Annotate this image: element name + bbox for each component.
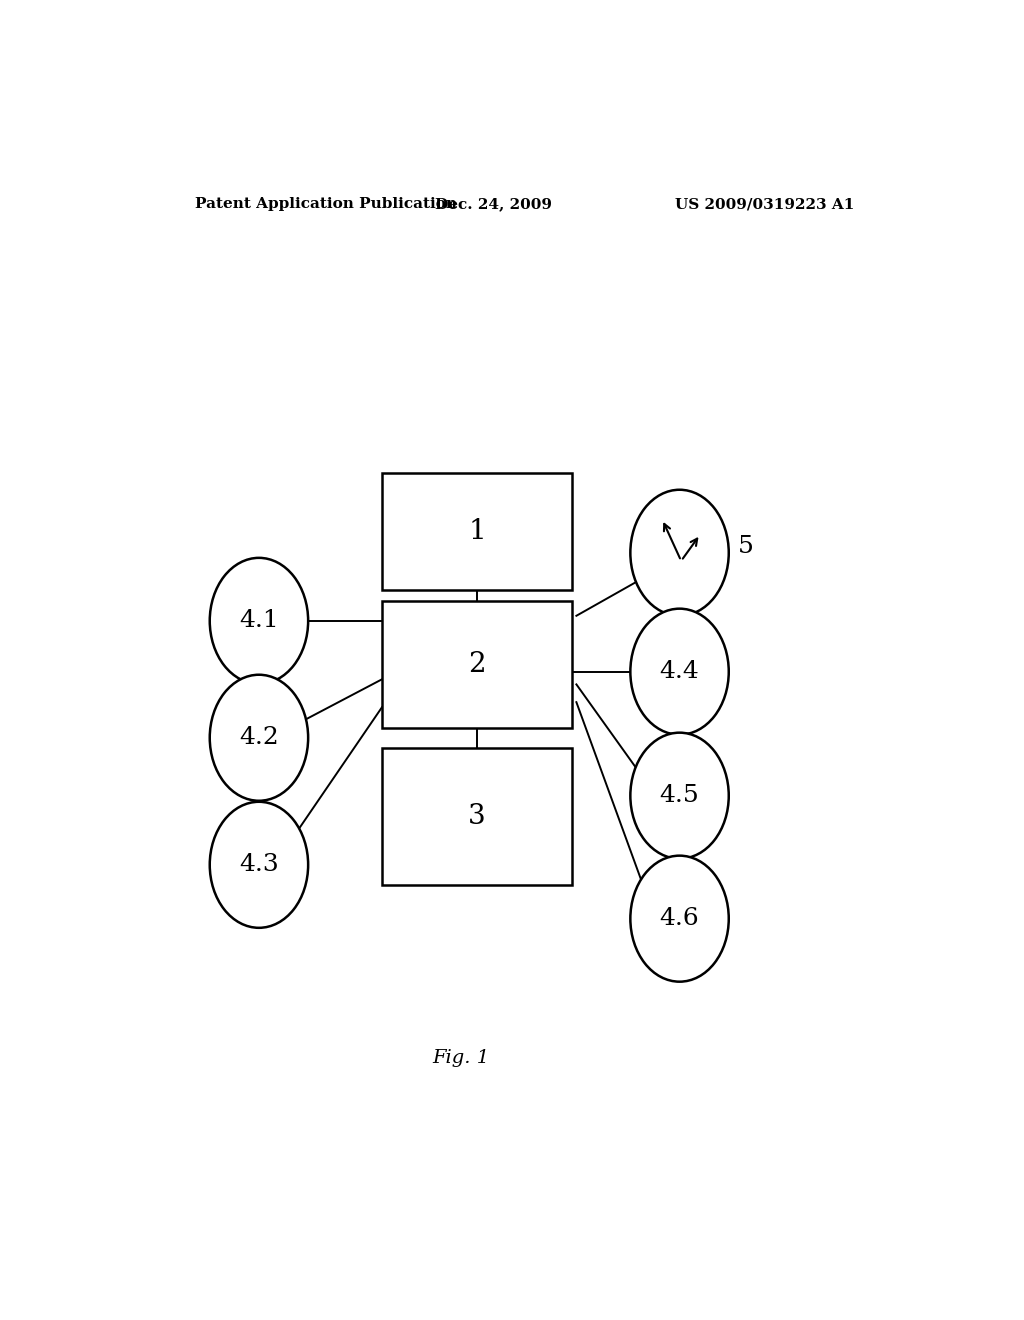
Text: 4.6: 4.6 xyxy=(659,907,699,931)
Text: 4.3: 4.3 xyxy=(239,853,279,876)
Circle shape xyxy=(631,733,729,859)
Circle shape xyxy=(210,558,308,684)
Text: 2: 2 xyxy=(468,651,486,677)
Circle shape xyxy=(210,675,308,801)
Text: US 2009/0319223 A1: US 2009/0319223 A1 xyxy=(675,197,854,211)
Text: Fig. 1: Fig. 1 xyxy=(433,1049,489,1067)
Text: Dec. 24, 2009: Dec. 24, 2009 xyxy=(434,197,552,211)
Bar xyxy=(382,474,572,590)
Text: 5: 5 xyxy=(738,535,754,558)
Text: 4.5: 4.5 xyxy=(659,784,699,808)
Circle shape xyxy=(631,490,729,616)
Circle shape xyxy=(631,855,729,982)
Text: 4.4: 4.4 xyxy=(659,660,699,684)
Circle shape xyxy=(631,609,729,735)
Text: 1: 1 xyxy=(468,519,486,545)
Text: 4.2: 4.2 xyxy=(239,726,279,750)
Text: 3: 3 xyxy=(468,803,486,830)
Bar xyxy=(382,748,572,886)
Bar xyxy=(382,601,572,727)
Text: Patent Application Publication: Patent Application Publication xyxy=(196,197,458,211)
Text: 4.1: 4.1 xyxy=(240,610,279,632)
Circle shape xyxy=(210,801,308,928)
